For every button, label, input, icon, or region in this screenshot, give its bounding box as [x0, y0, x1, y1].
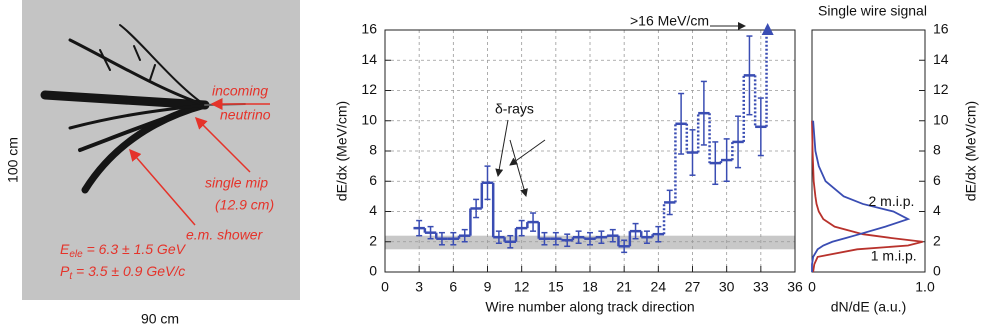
x-tick-label: 0: [808, 279, 816, 295]
x-axis-label: dN/dE (a.u.): [831, 299, 906, 315]
overflow-marker: [761, 23, 774, 35]
y-tick-label: 12: [361, 81, 377, 97]
overflow-label: >16 MeV/cm: [630, 13, 709, 29]
x-axis-label: Wire number along track direction: [485, 299, 694, 315]
y-tick-label: 16: [361, 21, 377, 37]
chart-title: Single wire signal: [818, 3, 927, 19]
x-tick-label: 18: [582, 279, 598, 295]
height-label: 100 cm: [5, 137, 21, 183]
y-tick-label: 4: [369, 202, 377, 218]
x-tick-label: 27: [685, 279, 701, 295]
momentum-sub: t: [69, 271, 73, 282]
y-tick-label: 2: [933, 232, 941, 248]
curve-label: 1 m.i.p.: [871, 248, 917, 264]
y-tick-label: 6: [369, 172, 377, 188]
x-tick-label: 15: [548, 279, 564, 295]
plot-frame: [384, 29, 796, 273]
energy-label: Eele = 6.3 ± 1.5 GeV: [60, 241, 187, 260]
event-image: 100 cm 90 cm incoming neutrino single mi…: [5, 0, 300, 327]
x-tick-label: 24: [651, 279, 667, 295]
x-tick-label: 6: [449, 279, 457, 295]
y-axis-label: dE/dx (MeV/cm): [334, 101, 350, 201]
momentum-value: = 3.5 ± 0.9 GeV/c: [72, 263, 185, 279]
y-axis-label: dE/dx (MeV/cm): [963, 101, 979, 201]
annotation: neutrino: [220, 107, 271, 123]
energy-symbol: E: [60, 241, 70, 257]
y-tick-label: 8: [933, 142, 941, 158]
annotation: e.m. shower: [186, 227, 264, 243]
y-tick-label: 4: [933, 202, 941, 218]
width-label: 90 cm: [141, 311, 179, 327]
x-tick-label: 9: [484, 279, 492, 295]
y-tick-label: 0: [369, 263, 377, 279]
x-tick-label: 33: [753, 279, 769, 295]
energy-value: = 6.3 ± 1.5 GeV: [83, 241, 187, 257]
y-tick-label: 14: [361, 51, 377, 67]
momentum-label: Pt = 3.5 ± 0.9 GeV/c: [60, 263, 185, 282]
y-tick-label: 16: [933, 21, 949, 37]
annotation: single mip: [205, 175, 268, 191]
arrow: [509, 139, 528, 197]
y-tick-label: 14: [933, 51, 949, 67]
x-tick-label: 0: [381, 279, 389, 295]
y-tick-label: 12: [933, 81, 949, 97]
y-tick-label: 8: [369, 142, 377, 158]
x-tick-label: 30: [719, 279, 735, 295]
x-tick-label: 3: [415, 279, 423, 295]
x-tick-label: 12: [514, 279, 530, 295]
x-tick-label: 1.0: [915, 279, 935, 295]
y-tick-label: 10: [933, 111, 949, 127]
momentum-symbol: P: [60, 263, 70, 279]
y-tick-label: 0: [933, 263, 941, 279]
annotation: δ-rays: [495, 101, 534, 117]
distribution-curve: [811, 120, 923, 273]
energy-sub: ele: [69, 249, 83, 260]
curve-label: 2 m.i.p.: [869, 193, 915, 209]
distribution-curve: [811, 120, 911, 272]
y-tick-label: 10: [361, 111, 377, 127]
x-tick-label: 21: [616, 279, 632, 295]
annotation: (12.9 cm): [215, 197, 274, 213]
arrow: [509, 139, 546, 166]
y-tick-label: 2: [369, 232, 377, 248]
annotation: incoming: [212, 83, 268, 99]
arrow: [495, 119, 509, 177]
x-tick-label: 36: [787, 279, 803, 295]
y-tick-label: 6: [933, 172, 941, 188]
